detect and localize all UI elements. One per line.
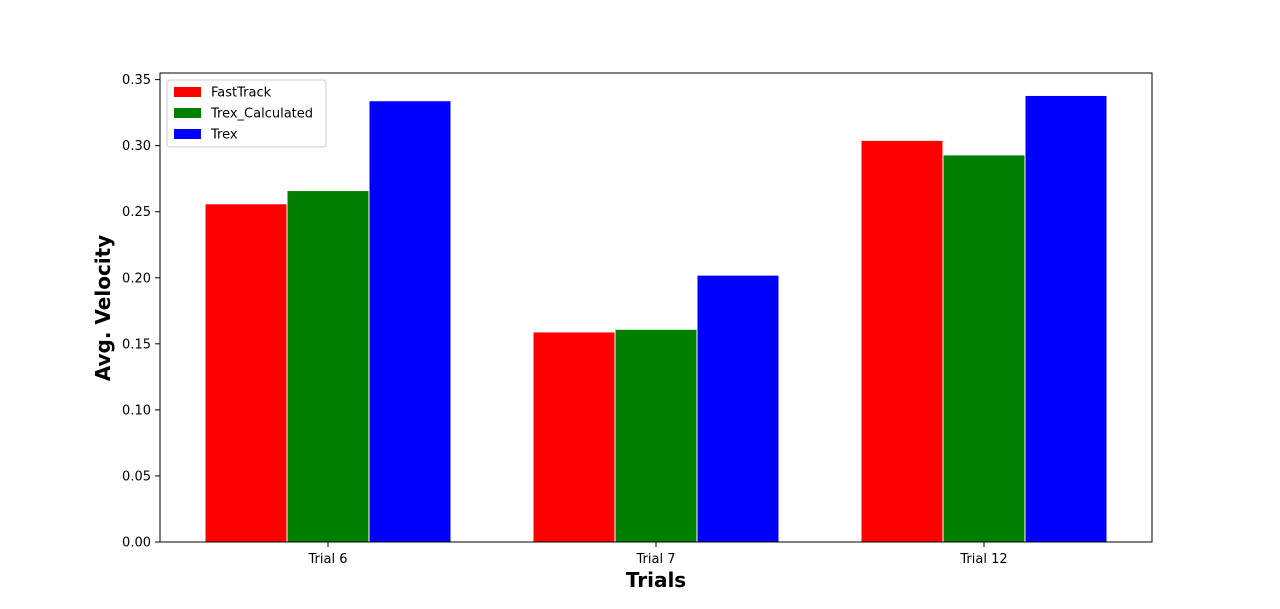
bars-layer [204, 94, 1108, 543]
legend: FastTrack Trex_Calculated Trex [166, 79, 327, 148]
legend-swatch [174, 108, 201, 118]
bar-fasttrack-trial-6 [204, 203, 288, 543]
bar-trex-calculated-trial-7 [614, 328, 698, 543]
bar-trex-trial-7 [696, 274, 780, 543]
legend-swatch [174, 87, 201, 97]
y-tick-label: 0.05 [122, 469, 151, 484]
bar-fasttrack-trial-7 [532, 331, 616, 543]
y-tick-label: 0.25 [122, 205, 151, 220]
legend-label: FastTrack [211, 86, 272, 101]
legend-box [166, 79, 327, 148]
legend-label: Trex_Calculated [210, 107, 313, 122]
x-tick-label: Trial 12 [959, 552, 1007, 567]
axes-layer: 0.00 0.05 0.10 0.15 0.20 0.25 0.30 0.35 Trial 6 T… [122, 72, 1153, 567]
x-tick-label: Trial 7 [636, 552, 676, 567]
y-tick-label: 0.10 [122, 403, 151, 418]
bar-trex-trial-12 [1024, 94, 1108, 543]
legend-swatch [174, 129, 201, 139]
bar-trex-trial-6 [368, 100, 452, 543]
y-tick-label: 0.35 [122, 73, 151, 88]
legend-label: Trex [210, 128, 238, 143]
y-tick-label: 0.20 [122, 271, 151, 286]
x-tick-label: Trial 6 [308, 552, 348, 567]
bar-trex-calculated-trial-12 [942, 154, 1026, 543]
y-tick-label: 0.15 [122, 337, 151, 352]
x-axis-title: Trials [626, 568, 686, 592]
y-tick-label: 0.30 [122, 139, 151, 154]
bar-fasttrack-trial-12 [860, 139, 944, 543]
bar-trex-calculated-trial-6 [286, 190, 370, 543]
y-tick-label: 0.00 [122, 536, 151, 551]
y-axis-title: Avg. Velocity [91, 235, 115, 382]
